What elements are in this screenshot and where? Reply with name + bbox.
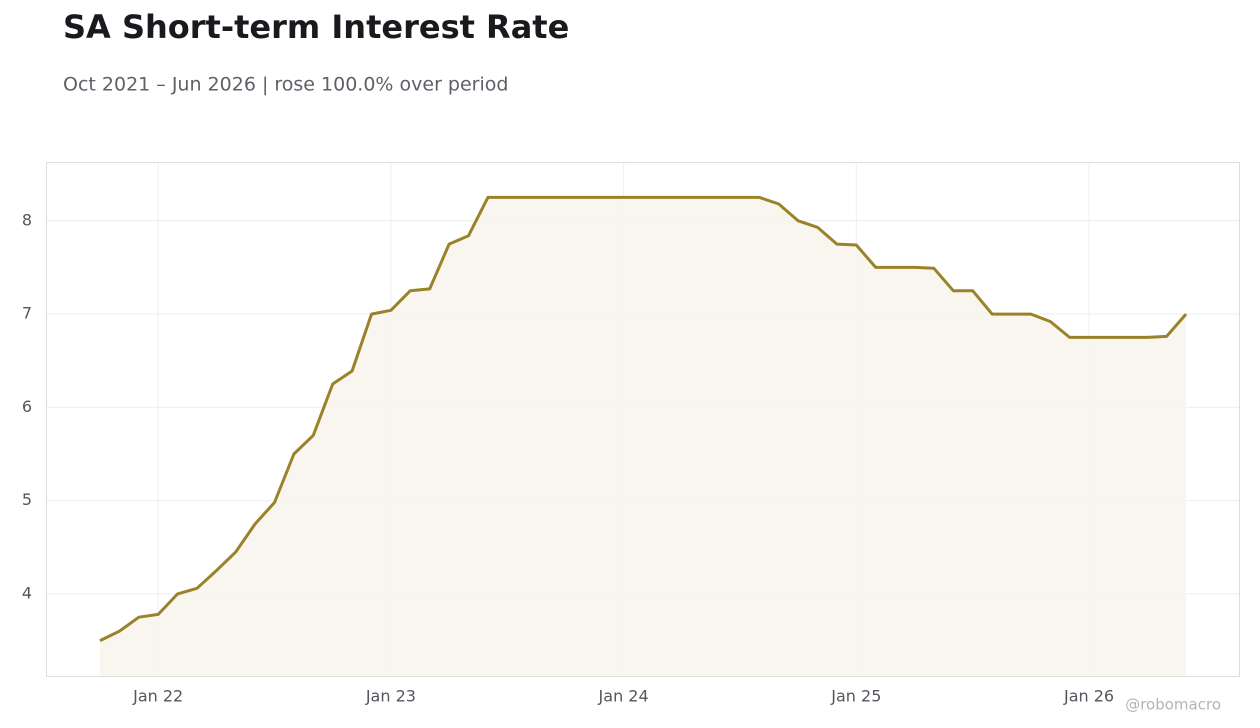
y-tick-label: 6	[22, 397, 32, 416]
chart-title: SA Short-term Interest Rate	[63, 8, 569, 46]
x-tick-label: Jan 25	[830, 687, 881, 706]
area	[100, 197, 1186, 676]
y-tick-label: 7	[22, 304, 32, 323]
y-tick-label: 8	[22, 210, 32, 229]
chart-subtitle: Oct 2021 – Jun 2026 | rose 100.0% over p…	[63, 74, 508, 96]
x-tick-label: Jan 26	[1063, 687, 1114, 706]
x-tick-label: Jan 24	[598, 687, 649, 706]
line	[99, 195, 1188, 642]
plot-frame	[46, 162, 1240, 677]
watermark: @robomacro	[1125, 696, 1221, 714]
y-tick-label: 4	[22, 583, 32, 602]
x-tick-label: Jan 23	[365, 687, 416, 706]
x-tick-label: Jan 22	[132, 687, 183, 706]
y-tick-label: 5	[22, 490, 32, 509]
